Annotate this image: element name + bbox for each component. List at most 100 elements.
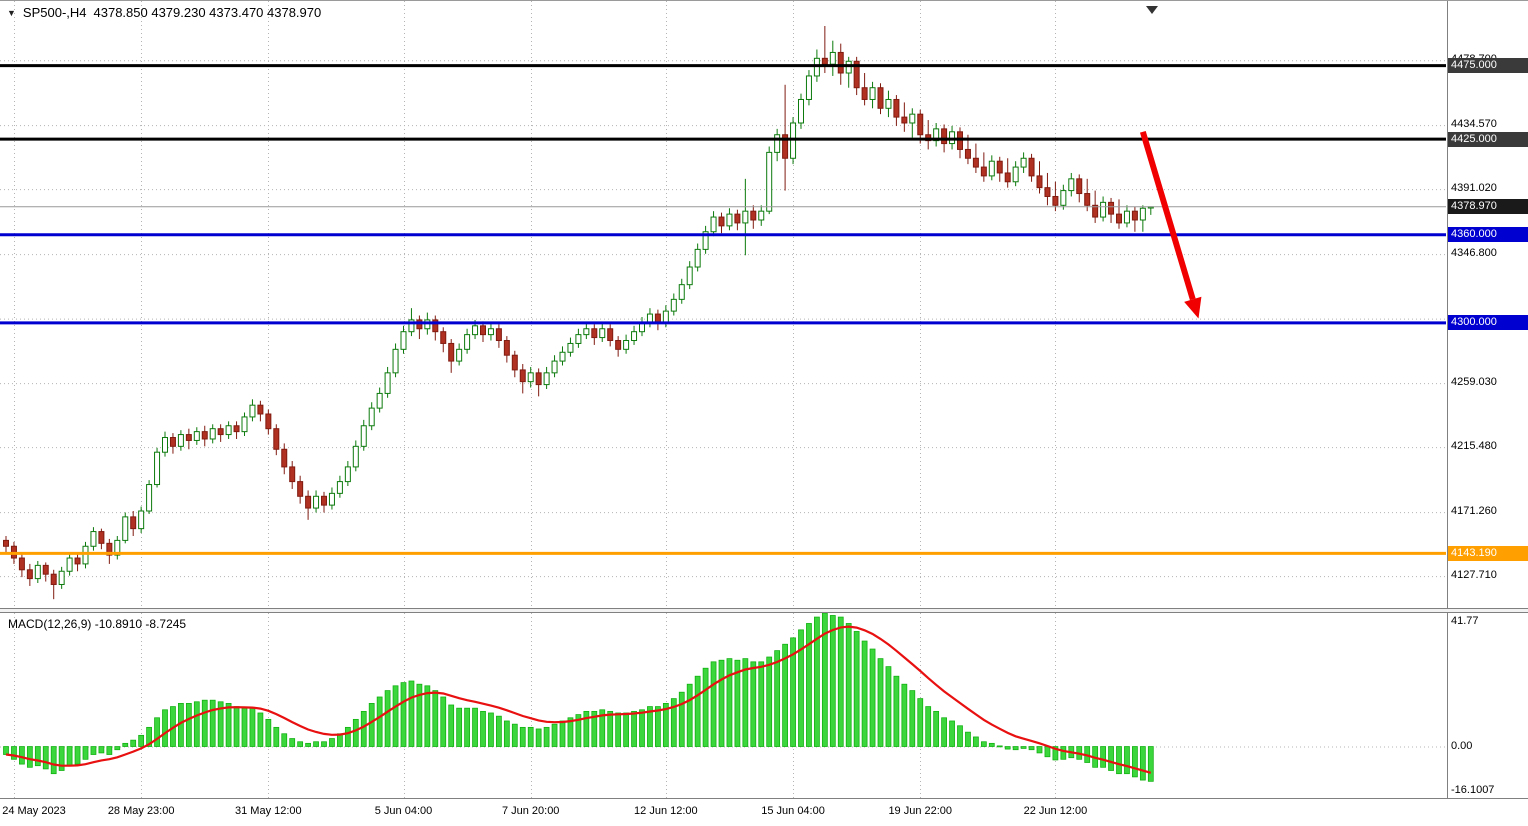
candles-layer [3, 25, 1154, 600]
macd-bar [694, 675, 701, 747]
macd-bar [90, 746, 97, 755]
macd-bar [821, 612, 828, 747]
candle [980, 166, 987, 177]
candle [694, 248, 701, 268]
candle [328, 492, 335, 506]
candle [1116, 213, 1122, 224]
price-level-badge: 4143.190 [1448, 545, 1528, 561]
macd-bar [392, 685, 399, 747]
macd-bar [1108, 746, 1114, 771]
macd-bar [988, 742, 995, 747]
candle [146, 484, 153, 512]
candle [686, 266, 693, 286]
macd-bar [440, 696, 447, 747]
macd-bar [50, 746, 57, 775]
macd-bar [82, 746, 89, 760]
candle [185, 434, 192, 441]
macd-bar [1012, 746, 1019, 751]
macd-histogram [3, 612, 1154, 782]
candle [289, 466, 296, 483]
price-level-badge: 4475.000 [1448, 58, 1528, 74]
candle [305, 495, 312, 509]
candle [98, 531, 105, 544]
price-tick-label: 4346.800 [1451, 247, 1497, 260]
macd-bar [798, 629, 804, 747]
macd-bar [575, 714, 582, 747]
macd-bar [360, 710, 367, 747]
symbol-dropdown-icon[interactable]: ▼ [7, 7, 16, 18]
candle [599, 328, 606, 339]
time-tick-label: 15 Jun 04:00 [761, 805, 825, 817]
candle [1028, 157, 1035, 177]
macd-bar [106, 746, 113, 755]
candle [972, 157, 979, 168]
macd-bar [917, 698, 924, 747]
candle [487, 328, 494, 336]
macd-bar [352, 718, 359, 747]
candle [1123, 210, 1130, 224]
candle [1044, 187, 1051, 197]
candle [368, 407, 375, 427]
time-axis[interactable]: 24 May 2023 28 May 23:00 31 May 12:00 5 Jun… [0, 798, 1528, 826]
macd-bar [273, 726, 280, 747]
candle [591, 328, 598, 339]
macd-bar [607, 710, 614, 747]
candle [559, 351, 566, 362]
candle [50, 573, 57, 585]
macd-bar [941, 717, 947, 747]
macd-bar [901, 683, 908, 747]
candle [829, 51, 836, 65]
macd-bar [400, 682, 407, 747]
macd-bar [201, 699, 208, 747]
candle [678, 284, 685, 300]
macd-bar [933, 710, 940, 747]
macd-bar [527, 726, 534, 747]
macd-bar [114, 746, 121, 751]
candle [122, 516, 129, 541]
candle [193, 431, 200, 441]
candle [670, 298, 677, 312]
macd-bar [42, 746, 49, 770]
candle [1020, 157, 1027, 168]
macd-bar [376, 696, 383, 747]
price-tick-label: 4391.020 [1451, 182, 1497, 195]
macd-bar [655, 706, 661, 747]
candle [607, 328, 614, 342]
macd-bar [162, 709, 168, 747]
candle [336, 481, 343, 494]
candle [138, 510, 145, 530]
candle [567, 342, 574, 353]
macd-bar [686, 683, 693, 747]
candle [964, 148, 971, 159]
candle [869, 87, 876, 100]
candle [90, 531, 97, 547]
macd-bar [965, 731, 971, 747]
candle [321, 495, 327, 506]
price-tick-label: 4434.570 [1451, 118, 1497, 131]
hlines-layer [0, 64, 1446, 555]
macd-bar [551, 723, 558, 747]
macd-bar [718, 659, 725, 747]
macd-bar [853, 631, 860, 747]
candle [702, 231, 709, 250]
candle [42, 564, 49, 575]
candle [726, 213, 733, 227]
macd-bar [472, 707, 478, 747]
macd-bar [480, 710, 486, 747]
candle [265, 413, 272, 430]
candle [718, 216, 725, 227]
candle [472, 325, 479, 336]
macd-bar [845, 623, 852, 747]
price-axis[interactable]: 4478.7004434.5704391.0204346.8004259.030… [1447, 1, 1528, 798]
chart-shift-icon[interactable] [1146, 6, 1158, 14]
macd-bar [98, 746, 105, 754]
candle [893, 98, 900, 118]
candle [130, 516, 137, 530]
pane-separator[interactable] [0, 608, 1528, 613]
time-tick-label: 28 May 23:00 [107, 805, 175, 817]
candle [495, 328, 502, 342]
macd-bar [1020, 746, 1027, 749]
macd-bar [257, 712, 264, 747]
trend-arrow-annotation[interactable] [1139, 130, 1202, 319]
